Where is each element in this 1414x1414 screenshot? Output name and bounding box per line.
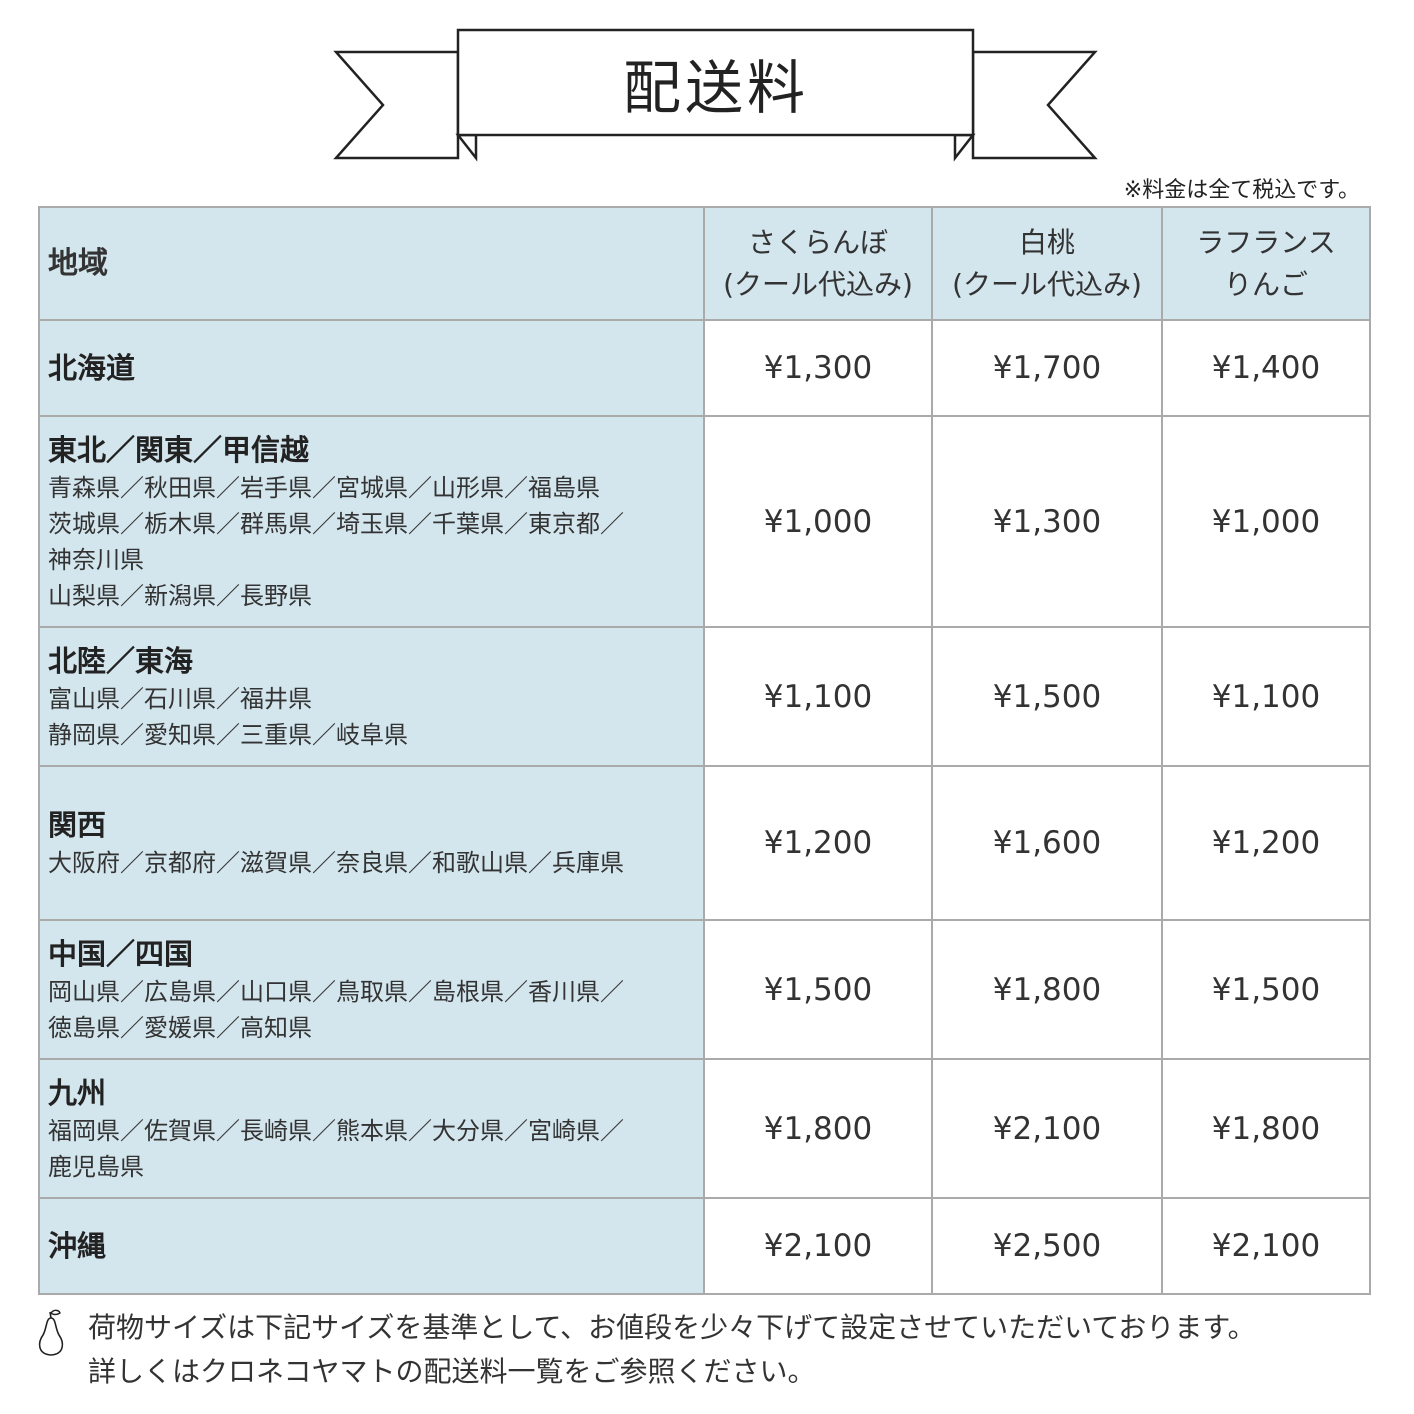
region-cell: 沖縄 — [38, 1197, 705, 1295]
region-name: 関西 — [48, 808, 107, 842]
price-cell: ¥1,500 — [931, 626, 1163, 767]
table-row: 北陸／東海 富山県／石川県／福井県 静岡県／愛知県／三重県／岐阜県 ¥1,100 ¥1,… — [38, 626, 1371, 767]
price-cell: ¥1,400 — [1161, 319, 1371, 417]
price-cell: ¥1,700 — [931, 319, 1163, 417]
price-cell: ¥1,500 — [1161, 919, 1371, 1060]
region-name: 中国／四国 — [48, 936, 194, 971]
price-cell: ¥1,100 — [1161, 626, 1371, 767]
price-cell: ¥1,800 — [931, 919, 1163, 1060]
prefecture-line: 鹿児島県 — [48, 1152, 144, 1181]
price-cell: ¥1,800 — [1161, 1058, 1371, 1199]
price-cell: ¥2,100 — [703, 1197, 933, 1295]
price-cell: ¥1,200 — [703, 765, 933, 921]
region-cell: 東北／関東／甲信越青森県／秋田県／岩手県／宮城県／山形県／福島県 茨城県／栃木県／… — [38, 415, 705, 628]
pear-icon — [38, 1309, 64, 1356]
region-name: 東北／関東／甲信越 — [48, 432, 310, 467]
price-cell: ¥1,600 — [931, 765, 1163, 921]
price-cell: ¥1,300 — [703, 319, 933, 417]
table-row: 九州福岡県／佐賀県／長崎県／熊本県／大分県／宮崎県／ 鹿児島県 ¥1,800 ¥2,1… — [38, 1058, 1371, 1199]
page-title: 配送料 — [622, 53, 809, 122]
header-pear-apple: ラフランス りんご — [1161, 206, 1371, 321]
region-name: 沖縄 — [48, 1229, 107, 1263]
region-cell: 九州福岡県／佐賀県／長崎県／熊本県／大分県／宮崎県／ 鹿児島県 — [38, 1058, 705, 1199]
header-region: 地域 — [38, 206, 705, 321]
header-peach: 白桃 (クール代込み) — [931, 206, 1163, 321]
price-cell: ¥2,500 — [931, 1197, 1163, 1295]
tax-note: ※料金は全て税込です。 — [1123, 178, 1360, 203]
region-name: 北陸／東海 — [48, 643, 194, 678]
table-row: 中国／四国岡山県／広島県／山口県／鳥取県／島根県／香川県／ 徳島県／愛媛県／高知県… — [38, 919, 1371, 1060]
table-row: 関西 大阪府／京都府／滋賀県／奈良県／和歌山県／兵庫県 ¥1,200 ¥1,600 ¥1… — [38, 765, 1371, 921]
price-cell: ¥1,100 — [703, 626, 933, 767]
price-cell: ¥2,100 — [931, 1058, 1163, 1199]
price-cell: ¥1,500 — [703, 919, 933, 1060]
prefecture-line: 大阪府／京都府／滋賀県／奈良県／和歌山県／兵庫県 — [48, 849, 624, 877]
price-cell: ¥1,000 — [703, 415, 933, 628]
region-cell: 中国／四国岡山県／広島県／山口県／鳥取県／島根県／香川県／ 徳島県／愛媛県／高知県 — [38, 919, 705, 1060]
prefecture-line: 福岡県／佐賀県／長崎県／熊本県／大分県／宮崎県／ — [48, 1116, 624, 1145]
prefecture-line: 神奈川県 — [48, 545, 144, 574]
price-cell: ¥1,000 — [1161, 415, 1371, 628]
price-cell: ¥1,800 — [703, 1058, 933, 1199]
region-name: 九州 — [48, 1075, 107, 1110]
table-row: 北海道 ¥1,300 ¥1,700 ¥1,400 — [38, 319, 1371, 417]
table-header-row: 地域 さくらんぼ (クール代込み) 白桃 (クール代込み) ラフランス りんご — [38, 206, 1371, 321]
prefecture-line: 山梨県／新潟県／長野県 — [48, 581, 312, 610]
price-cell: ¥1,200 — [1161, 765, 1371, 921]
ribbon-banner — [333, 28, 1098, 162]
footer-note: 荷物サイズは下記サイズを基準として、お値段を少々下げて設定させていただいておりま… — [88, 1306, 1256, 1394]
region-name: 北海道 — [48, 351, 136, 385]
prefecture-line: 富山県／石川県／福井県 — [48, 684, 312, 713]
region-cell: 関西大阪府／京都府／滋賀県／奈良県／和歌山県／兵庫県 — [38, 765, 705, 921]
table-row: 沖縄 ¥2,100 ¥2,500 ¥2,100 — [38, 1197, 1371, 1295]
prefecture-line: 茨城県／栃木県／群馬県／埼玉県／千葉県／東京都／ — [48, 509, 624, 538]
table-row: 東北／関東／甲信越青森県／秋田県／岩手県／宮城県／山形県／福島県 茨城県／栃木県／… — [38, 415, 1371, 628]
footer-line-1: 荷物サイズは下記サイズを基準として、お値段を少々下げて設定させていただいておりま… — [88, 1311, 1256, 1344]
shipping-fee-table: 地域 さくらんぼ (クール代込み) 白桃 (クール代込み) ラフランス りんご 北海道… — [38, 206, 1371, 1295]
region-cell: 北海道 — [38, 319, 705, 417]
prefecture-line: 徳島県／愛媛県／高知県 — [48, 1013, 312, 1042]
price-cell: ¥2,100 — [1161, 1197, 1371, 1295]
prefecture-line: 岡山県／広島県／山口県／鳥取県／島根県／香川県／ — [48, 977, 624, 1006]
prefecture-line: 静岡県／愛知県／三重県／岐阜県 — [48, 720, 408, 749]
prefecture-line: 青森県／秋田県／岩手県／宮城県／山形県／福島県 — [48, 473, 600, 502]
region-cell: 北陸／東海富山県／石川県／福井県静岡県／愛知県／三重県／岐阜県 — [38, 626, 705, 767]
header-cherry: さくらんぼ (クール代込み) — [703, 206, 933, 321]
footer-line-2: 詳しくはクロネコヤマトの配送料一覧をご参照ください。 — [88, 1355, 816, 1388]
price-cell: ¥1,300 — [931, 415, 1163, 628]
